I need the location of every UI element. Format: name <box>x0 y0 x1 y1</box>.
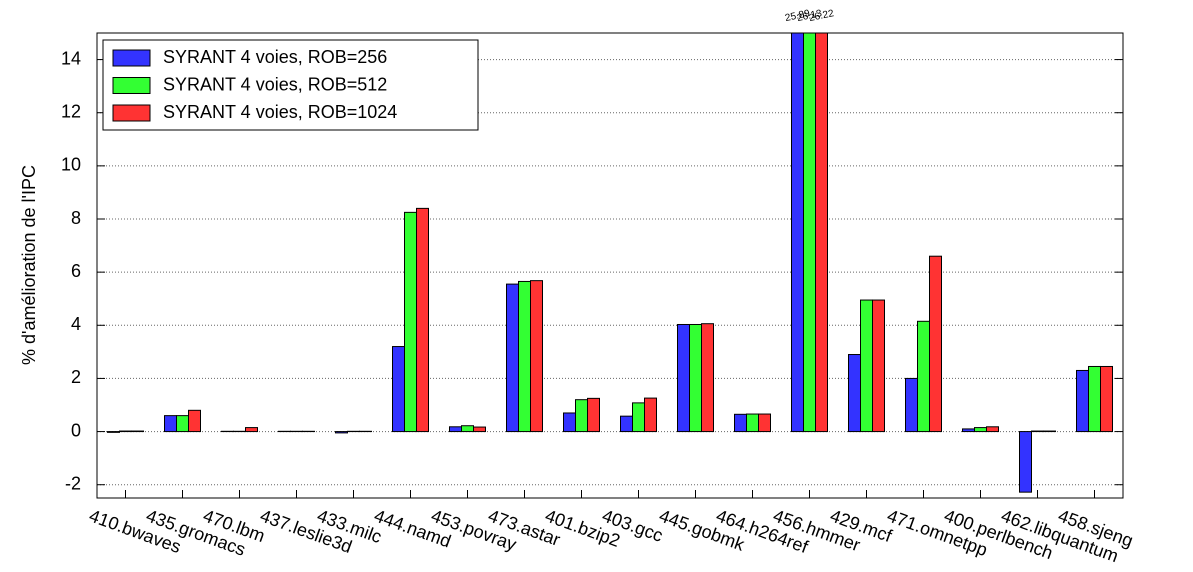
legend-swatch <box>112 77 151 94</box>
bar <box>107 431 120 433</box>
bar <box>905 377 918 433</box>
legend-box <box>102 39 479 131</box>
legend-label: SYRANT 4 voies, ROB=512 <box>163 74 387 94</box>
y-tick-label: 2 <box>71 367 81 387</box>
bar <box>620 415 633 433</box>
value-label: 26.13 <box>796 8 823 24</box>
legend-label: SYRANT 4 voies, ROB=256 <box>163 47 387 67</box>
bar <box>392 346 405 433</box>
bar <box>1031 430 1044 433</box>
legend-swatch <box>112 104 151 122</box>
bar <box>1088 365 1101 433</box>
bar <box>734 413 747 433</box>
bar <box>530 280 543 433</box>
y-tick-label: 6 <box>71 261 81 281</box>
bar <box>962 428 975 433</box>
bar <box>188 409 201 433</box>
bar <box>416 207 429 433</box>
bar <box>860 299 873 433</box>
bar <box>974 427 987 433</box>
y-tick-label: 0 <box>71 420 81 440</box>
y-tick-label: -2 <box>65 473 81 493</box>
value-label: 26.22 <box>808 8 835 24</box>
y-tick-label: 4 <box>71 314 81 334</box>
bar <box>449 426 462 433</box>
bar <box>506 283 519 433</box>
bar <box>575 399 588 433</box>
bar <box>677 323 690 433</box>
bar <box>131 430 144 433</box>
legend-label: SYRANT 4 voies, ROB=1024 <box>163 102 397 122</box>
value-label: 25.89 <box>784 8 811 24</box>
y-tick-label: 14 <box>61 48 81 68</box>
bar <box>245 427 258 433</box>
bar <box>1043 430 1056 433</box>
plot-frame <box>96 32 1124 499</box>
bar <box>119 430 132 433</box>
bar <box>1100 365 1113 433</box>
y-tick-label: 10 <box>61 155 81 175</box>
bar <box>404 211 417 433</box>
bar <box>461 425 474 433</box>
bar <box>758 413 771 433</box>
bar <box>986 426 999 433</box>
bar <box>473 426 486 433</box>
bar <box>689 323 702 433</box>
bar <box>563 412 576 433</box>
bar <box>518 280 531 433</box>
bar <box>701 323 714 433</box>
bar <box>917 320 930 433</box>
bar <box>164 415 177 433</box>
bar <box>746 413 759 433</box>
y-tick-label: 12 <box>61 101 81 121</box>
bar <box>929 255 942 433</box>
bar <box>587 397 600 433</box>
bar <box>791 32 804 433</box>
bar <box>1019 431 1032 493</box>
bar <box>872 299 885 433</box>
legend-swatch <box>112 49 151 67</box>
bar <box>803 32 816 433</box>
y-tick-label: 8 <box>71 208 81 228</box>
bar <box>815 32 828 433</box>
bar <box>644 397 657 433</box>
bar <box>848 354 861 433</box>
bar <box>632 402 645 433</box>
bar <box>1076 369 1089 433</box>
y-axis-title: % d'amélioration de l'IPC <box>19 165 39 365</box>
bar <box>176 415 189 433</box>
bar <box>335 431 348 434</box>
